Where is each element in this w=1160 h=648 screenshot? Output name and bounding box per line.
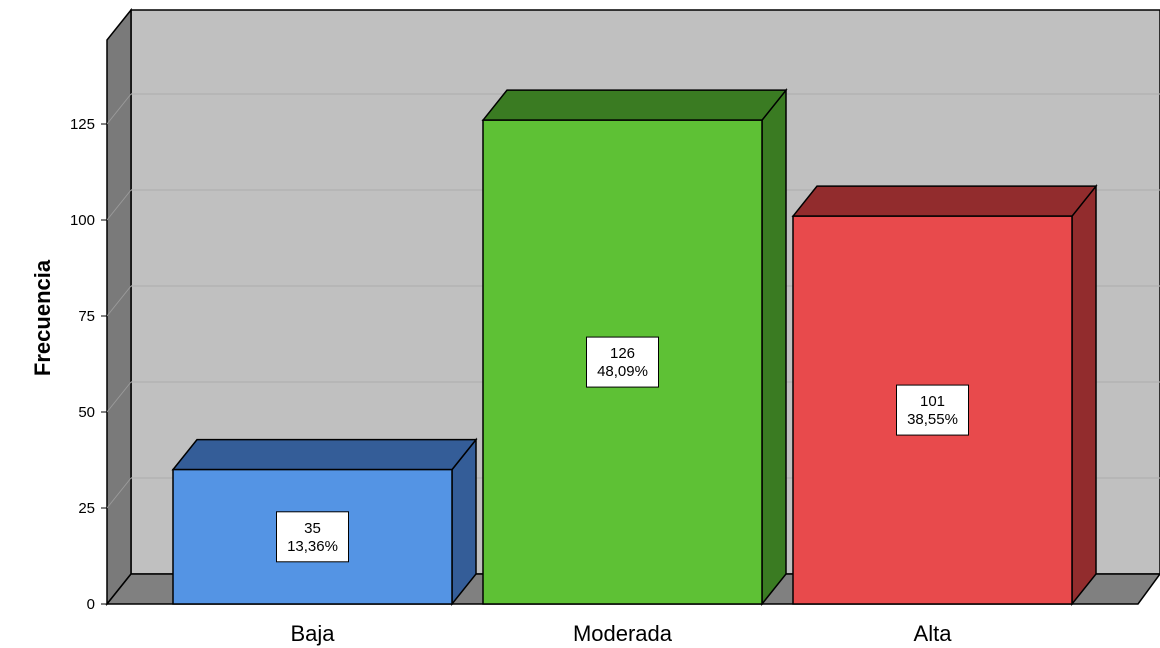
gridline-side xyxy=(106,381,132,413)
x-axis-ticks: Baja Moderada Alta xyxy=(290,621,952,646)
y-axis-title: Frecuencia xyxy=(30,259,55,376)
x-tick-label: Alta xyxy=(914,621,953,646)
x-tick-label: Moderada xyxy=(573,621,673,646)
y-tick-label: 125 xyxy=(70,116,95,133)
data-label-box xyxy=(896,384,969,436)
bar-top xyxy=(481,89,788,121)
y-tick-label: 50 xyxy=(78,404,95,421)
gridline-side xyxy=(106,285,132,317)
bar-side xyxy=(1071,184,1097,607)
y-tick-label: 0 xyxy=(87,596,95,613)
y-tick-label: 75 xyxy=(78,308,95,325)
data-label-percent: 38,55% xyxy=(907,411,958,428)
data-label-box xyxy=(586,336,659,388)
data-label-value: 126 xyxy=(610,345,635,362)
data-label-value: 35 xyxy=(304,520,321,537)
y-tick-label: 25 xyxy=(78,500,95,517)
data-label-percent: 48,09% xyxy=(597,363,648,380)
gridline-side xyxy=(106,189,132,221)
x-tick-label: Baja xyxy=(290,621,335,646)
y-axis-ticks: 0 25 50 75 100 125 xyxy=(70,116,107,613)
data-label-box xyxy=(276,511,349,563)
bar-top xyxy=(791,185,1098,217)
data-label-percent: 13,36% xyxy=(287,538,338,555)
gridline-side xyxy=(106,93,132,125)
bar-top xyxy=(171,438,478,471)
bar-side xyxy=(761,88,787,607)
gridline-side xyxy=(106,477,132,509)
y-tick-label: 100 xyxy=(70,212,95,229)
data-label-value: 101 xyxy=(920,393,945,410)
